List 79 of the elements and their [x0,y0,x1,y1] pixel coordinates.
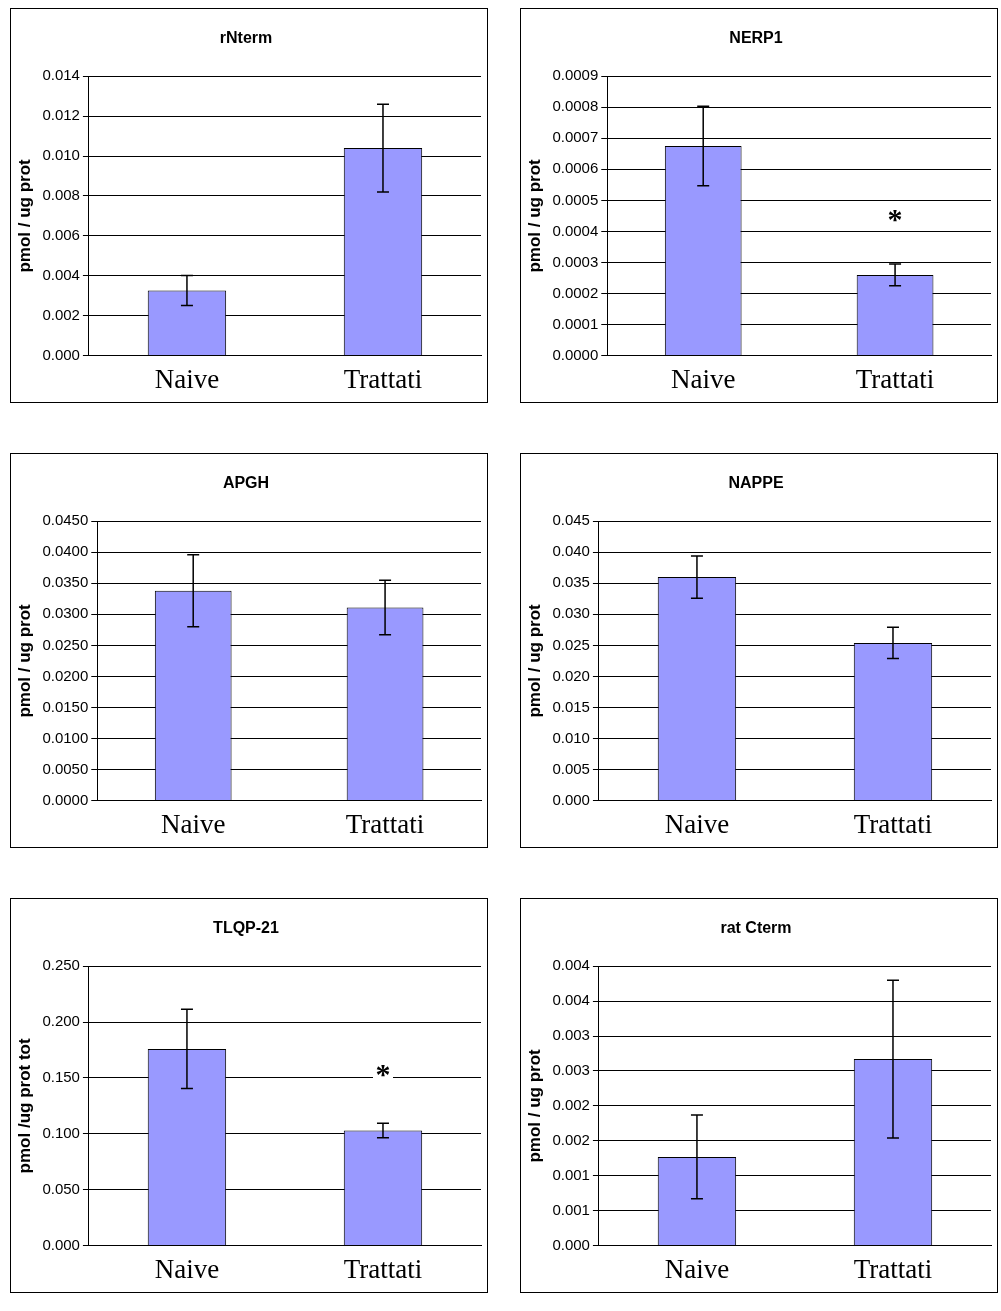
y-tick-label: 0.045 [552,511,590,529]
y-tick-label: 0.0300 [42,604,89,622]
y-tick-label: 0.008 [42,186,80,204]
y-tick-label: 0.002 [42,305,80,323]
y-tick-label: 0.0050 [42,759,89,777]
y-tick-label: 0.050 [42,1179,80,1197]
y-tick-label: 0.000 [552,790,590,808]
x-tick-label: Trattati [855,363,935,394]
y-tick-label: 0.0007 [552,128,599,146]
y-tick-label: 0.010 [42,146,80,164]
x-tick-label: Trattati [853,1253,933,1284]
y-tick-label: 0.000 [552,1235,590,1253]
y-tick-label: 0.0002 [552,283,599,301]
y-tick-label: 0.020 [552,666,590,684]
y-tick-label: 0.250 [42,956,80,974]
y-tick-label: 0.001 [552,1200,590,1218]
y-tick-label: 0.003 [552,1061,590,1079]
y-tick-label: 0.010 [552,728,590,746]
y-tick-label: 0.0000 [42,790,89,808]
annotation: * [887,201,903,235]
y-axis-title: pmol / ug prot [524,1048,544,1163]
y-tick-label: 0.0450 [42,511,89,529]
y-tick-label: 0.005 [552,759,590,777]
x-tick-label: Naive [664,1253,730,1284]
y-tick-label: 0.004 [552,991,590,1009]
y-tick-label: 0.004 [42,265,80,283]
y-tick-label: 0.000 [42,345,80,363]
x-tick-label: Trattati [343,1253,423,1284]
y-tick-label: 0.025 [552,635,590,653]
annotation: * [375,1057,391,1091]
chart-title: rat Cterm [720,919,792,937]
y-tick-label: 0.0004 [552,221,599,239]
y-tick-label: 0.0100 [42,728,89,746]
y-tick-label: 0.002 [552,1130,590,1148]
y-tick-label: 0.0000 [552,345,599,363]
y-axis-title: pmol / ug prot [524,158,544,273]
x-tick-label: Naive [160,808,226,839]
y-axis-title: pmol / ug prot [14,603,34,718]
y-tick-label: 0.030 [552,604,590,622]
y-tick-label: 0.0003 [552,252,599,270]
y-tick-label: 0.004 [552,956,590,974]
y-tick-label: 0.0009 [552,66,599,84]
y-axis-title: pmol /ug prot tot [14,1038,34,1174]
y-tick-label: 0.100 [42,1123,80,1141]
y-tick-label: 0.003 [552,1026,590,1044]
y-tick-label: 0.002 [552,1096,590,1114]
y-tick-label: 0.006 [42,226,80,243]
y-tick-label: 0.012 [42,106,80,124]
x-tick-label: Naive [154,363,220,394]
y-tick-label: 0.015 [552,697,590,715]
y-tick-label: 0.0350 [42,573,89,591]
y-tick-label: 0.035 [552,573,590,591]
x-tick-label: Naive [670,363,736,394]
y-tick-label: 0.0008 [552,97,599,115]
x-tick-label: Trattati [345,808,425,839]
y-tick-label: 0.000 [42,1235,80,1253]
y-tick-label: 0.0005 [552,190,599,208]
y-tick-label: 0.0150 [42,697,89,715]
y-tick-label: 0.0250 [42,635,89,653]
y-axis-title: pmol / ug prot [524,603,544,718]
x-tick-label: Naive [154,1253,220,1284]
chart-title: rNterm [219,29,273,47]
y-tick-label: 0.014 [42,66,80,84]
chart-title: NERP1 [729,29,783,47]
y-tick-label: 0.0001 [552,314,599,332]
y-tick-label: 0.0400 [42,542,89,560]
x-tick-label: Trattati [343,363,423,394]
y-tick-label: 0.0006 [552,159,599,177]
y-tick-label: 0.0200 [42,666,89,684]
y-axis-title: pmol / ug prot [14,158,34,273]
y-tick-label: 0.150 [42,1068,80,1086]
chart-title: NAPPE [728,474,784,492]
chart-title: APGH [222,474,270,492]
y-tick-label: 0.200 [42,1012,80,1030]
x-tick-label: Trattati [853,808,933,839]
y-tick-label: 0.001 [552,1165,590,1183]
chart-title: TLQP-21 [213,919,279,937]
y-tick-label: 0.040 [552,542,590,560]
x-tick-label: Naive [664,808,730,839]
